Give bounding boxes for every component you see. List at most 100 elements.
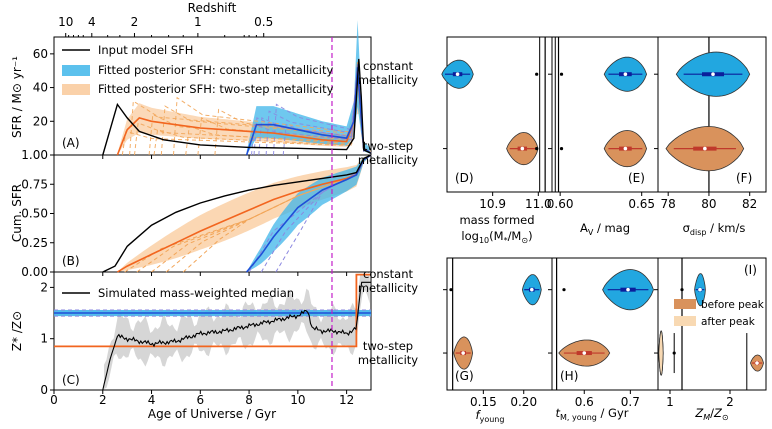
- legend-label-twostep: Fitted posterior SFH: two-step metallici…: [98, 82, 334, 96]
- x-tick-label: 0: [50, 393, 58, 407]
- outlier-point: [559, 147, 564, 151]
- box-constant-median: [711, 72, 715, 76]
- band-twostep-cum: [117, 155, 372, 272]
- band-simulated-metallicity: [103, 274, 370, 389]
- row-label-constant-bottom: constant: [363, 267, 413, 281]
- legend-label-before-peak: before peak: [701, 299, 765, 311]
- xlabel-sigma: σdisp / km/s: [683, 221, 746, 237]
- panel-label-b: (B): [62, 254, 80, 268]
- sample-constant-sfh: [251, 74, 365, 156]
- sample-twostep-sfh: [129, 62, 365, 156]
- line-twostep-metallicity: [54, 273, 371, 348]
- panel-b-plot: [102, 154, 372, 273]
- panel-c-plot: [54, 273, 371, 391]
- box-twostep-median: [703, 146, 707, 151]
- line-input-sfh: [102, 58, 372, 156]
- panel-label-c: (C): [62, 373, 80, 387]
- redshift-tick-label: 0.5: [254, 15, 273, 29]
- ylabel-cum-sfr: Cum. SFR: [10, 184, 24, 242]
- band-constant-sfh: [246, 20, 370, 156]
- x-tick-label: 2: [99, 393, 107, 407]
- violin-frame: [551, 36, 659, 193]
- legend-panel-c: Simulated mass-weighted median: [62, 286, 294, 300]
- ylabel-sfr: SFR / M⊙ yr⁻¹: [10, 56, 24, 138]
- y-tick-label: 1.00: [21, 148, 48, 162]
- box-constant-median: [626, 287, 630, 292]
- violin-tick-label: 0.65: [628, 197, 655, 211]
- violin-panel-label: (F): [736, 171, 752, 185]
- violin-after-peak-shade: [658, 330, 664, 376]
- violin-tick-label: 0.15: [470, 395, 497, 409]
- y-tick-label: 2: [40, 280, 48, 294]
- row-label-twostep-bottom: two-step: [363, 339, 413, 353]
- legend-panel-a: Input model SFH Fitted posterior SFH: co…: [62, 43, 334, 96]
- legend-swatch-after-peak: [674, 316, 696, 326]
- box-constant-median: [530, 287, 534, 292]
- sample-twostep-cum: [182, 154, 372, 273]
- row-label-constant-bottom-2: metallicity: [358, 281, 418, 295]
- legend-label-constant: Fitted posterior SFH: constant metallici…: [98, 63, 333, 77]
- outlier-point: [449, 288, 453, 292]
- legend-panel-i: before peak after peak: [674, 299, 765, 328]
- xlabel-mass-formed: mass formed: [459, 213, 534, 227]
- violin-tick-label: 78: [661, 197, 676, 211]
- left-axes: 10 4 2 1 0.50 2 4 6 8 10 121.002040600.000.250.500…: [21, 15, 354, 407]
- violin-tick-label: 0.6: [575, 395, 594, 409]
- violin-frame: [657, 36, 767, 193]
- box-twostep-median: [461, 351, 465, 355]
- row-label-twostep-top: two-step: [363, 139, 413, 153]
- y-tick-label: 0.25: [21, 236, 48, 250]
- violin-tick-label: 0.60: [547, 197, 574, 211]
- violin-tick-label: 11.0: [525, 197, 552, 211]
- sample-twostep-sfh: [173, 70, 365, 156]
- xlabel-age: Age of Universe / Gyr: [148, 407, 276, 421]
- xlabel-mass-units: log10(M*/M⊙): [461, 229, 532, 245]
- outlier-point: [535, 72, 539, 76]
- y-tick-label: 1: [40, 332, 48, 346]
- redshift-tick-label: 2: [131, 15, 139, 29]
- violin-tick-label: 1: [666, 395, 674, 409]
- violin-tick-label: 82: [742, 197, 757, 211]
- redshift-title: Redshift: [188, 1, 237, 15]
- x-tick-label: 10: [290, 393, 305, 407]
- line-simulated-metallicity: [102, 281, 371, 391]
- panel-label-a: (A): [62, 136, 80, 150]
- legend-label-after-peak: after peak: [701, 316, 756, 328]
- redshift-tick-label: 4: [88, 15, 96, 29]
- redshift-tick-label: 1: [194, 15, 202, 29]
- y-tick-label: 20: [33, 114, 48, 128]
- outlier-point: [672, 351, 676, 355]
- y-tick-label: 40: [33, 81, 48, 95]
- x-tick-label: 6: [196, 393, 204, 407]
- violin-panel-label: (D): [455, 171, 474, 185]
- xlabel-fyoung: fyoung: [476, 408, 505, 424]
- box-twostep-median: [755, 361, 759, 365]
- violin-panel-label: (I): [744, 263, 757, 277]
- row-label-twostep-bottom-2: metallicity: [358, 353, 418, 367]
- legend-swatch-before-peak: [674, 299, 696, 309]
- box-twostep-median: [520, 146, 525, 151]
- violin-panel-label: (H): [560, 369, 578, 383]
- box-twostep-median: [582, 351, 587, 355]
- sample-twostep-sfh: [153, 79, 365, 156]
- outlier-point: [559, 72, 564, 76]
- box-constant-median: [698, 287, 702, 292]
- violin-panels: 10.9 11.0 (D) 0.60 0.65 (E) 78 80 82 (F) 0.15 0.20 (…: [441, 36, 767, 409]
- sample-constant-sfh: [265, 74, 365, 156]
- y-tick-label: 0.50: [21, 207, 48, 221]
- violin-tick-label: 10.9: [479, 197, 506, 211]
- violin-tick-label: 0.20: [510, 395, 537, 409]
- y-tick-label: 0.75: [21, 177, 48, 191]
- box-constant-median: [623, 72, 628, 76]
- row-label-constant-top: constant: [363, 59, 413, 73]
- x-tick-label: 12: [339, 393, 354, 407]
- violin-tick-label: 0.7: [621, 395, 640, 409]
- y-tick-label: 0: [40, 383, 48, 397]
- outlier-point: [535, 147, 539, 151]
- panel-a-plot: [102, 20, 372, 156]
- x-tick-label: 4: [148, 393, 156, 407]
- legend-label-simulated: Simulated mass-weighted median: [98, 286, 294, 300]
- line-input-cum: [102, 154, 372, 273]
- violin-panel-label: (G): [455, 369, 474, 383]
